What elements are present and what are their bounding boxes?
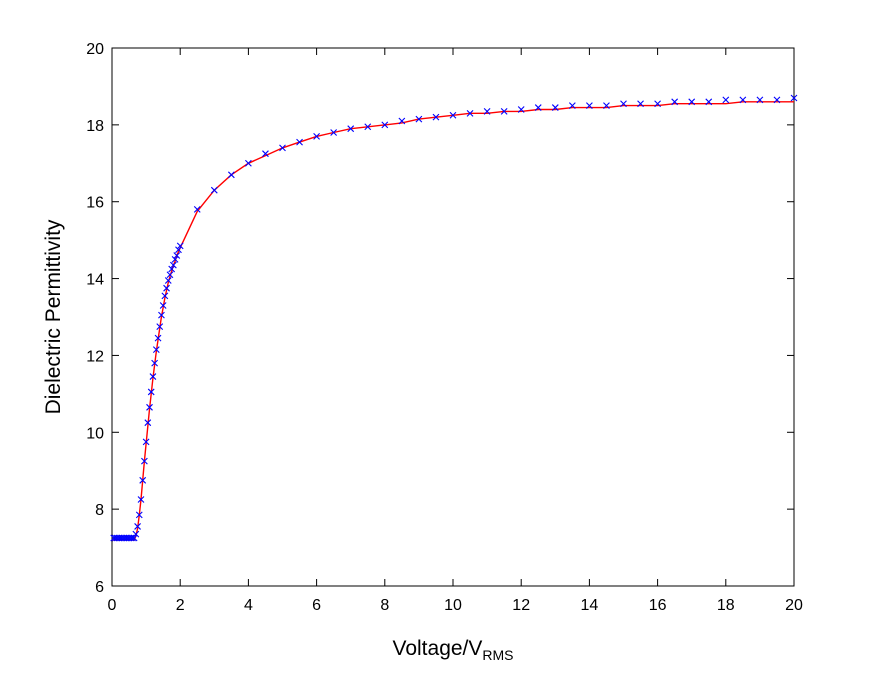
y-axis-title: Dielectric Permittivity: [42, 219, 65, 414]
x-tick-label: 14: [581, 597, 599, 614]
data-point-marker: [146, 403, 153, 411]
data-point-marker: [156, 323, 164, 330]
data-point-marker: [381, 121, 389, 129]
y-tick-label: 20: [86, 41, 104, 58]
data-point-marker: [245, 159, 252, 167]
data-point-marker: [227, 171, 235, 179]
data-point-marker: [130, 534, 138, 542]
data-point-marker: [773, 96, 781, 104]
data-point-marker: [568, 102, 576, 110]
data-point-marker: [176, 242, 184, 250]
x-tick-label: 16: [649, 597, 667, 614]
data-point-marker: [517, 106, 525, 113]
data-point-marker: [147, 388, 155, 396]
y-tick-label: 6: [95, 579, 104, 596]
data-point-marker: [296, 138, 303, 146]
data-point-marker: [551, 104, 559, 111]
data-point-marker: [415, 115, 423, 123]
y-tick-label: 10: [86, 425, 104, 442]
data-point-marker: [483, 108, 491, 115]
x-tick-label: 4: [244, 597, 253, 614]
data-point-marker: [603, 102, 610, 110]
data-point-marker: [330, 129, 338, 136]
data-point-marker: [262, 150, 269, 158]
data-point-marker: [151, 359, 159, 367]
data-point-marker: [132, 530, 140, 538]
x-tick-label: 12: [512, 597, 530, 614]
data-point-marker: [279, 144, 286, 152]
data-point-marker: [193, 206, 201, 213]
data-point-marker: [144, 419, 152, 427]
marker-group: [110, 94, 798, 542]
data-point-marker: [654, 100, 661, 108]
data-point-marker: [137, 496, 145, 503]
data-point-marker: [500, 108, 508, 115]
y-ticks: 6 8 10 12 14 16 18 20: [86, 41, 794, 596]
data-point-marker: [154, 334, 162, 342]
data-point-marker: [449, 111, 457, 119]
data-point-marker: [134, 523, 141, 530]
data-point-marker: [586, 102, 593, 110]
x-ticks: 0 2 4 6 8 10 12 14 16 18 20: [108, 48, 803, 614]
data-point-marker: [534, 104, 542, 111]
y-tick-label: 18: [86, 118, 104, 135]
data-point-marker: [347, 125, 355, 133]
data-point-marker: [139, 476, 147, 484]
x-tick-label: 6: [312, 597, 321, 614]
y-tick-label: 14: [86, 272, 104, 289]
data-point-marker: [152, 346, 160, 354]
data-point-marker: [210, 186, 218, 194]
y-tick-label: 8: [95, 502, 104, 519]
data-point-marker: [158, 311, 165, 319]
x-axis-title: Voltage/VRMS: [392, 637, 513, 663]
data-point-marker: [149, 373, 157, 380]
data-point-marker: [432, 113, 440, 121]
data-point-marker: [466, 109, 474, 117]
x-tick-label: 8: [380, 597, 389, 614]
x-tick-label: 2: [176, 597, 185, 614]
x-tick-label: 20: [785, 597, 803, 614]
data-point-marker: [168, 265, 176, 273]
plot-area: [111, 47, 795, 587]
fit-line: [112, 101, 794, 541]
data-point-marker: [142, 438, 150, 446]
data-point-marker: [141, 457, 148, 465]
data-point-marker: [173, 252, 181, 259]
fit-line-group: [112, 101, 794, 541]
x-axis-title-main: Voltage/V: [392, 637, 482, 660]
data-point-marker: [169, 261, 177, 269]
data-point-marker: [163, 284, 170, 292]
y-tick-label: 12: [86, 348, 104, 365]
data-point-marker: [159, 302, 167, 309]
data-point-marker: [161, 292, 169, 300]
x-tick-label: 18: [717, 597, 735, 614]
data-point-marker: [790, 94, 798, 102]
data-point-marker: [364, 123, 372, 131]
data-point-marker: [688, 98, 696, 106]
x-tick-label: 10: [444, 597, 462, 614]
data-point-marker: [739, 96, 747, 104]
data-point-marker: [135, 511, 143, 519]
x-tick-label: 0: [108, 597, 117, 614]
data-point-marker: [166, 271, 174, 279]
x-axis-title-subscript: RMS: [482, 647, 513, 663]
data-point-marker: [398, 117, 406, 125]
data-point-marker: [175, 246, 182, 254]
data-point-marker: [171, 255, 179, 263]
data-point-marker: [164, 277, 172, 284]
data-point-marker: [313, 132, 320, 140]
data-point-marker: [620, 100, 627, 108]
data-point-marker: [756, 96, 764, 104]
y-tick-label: 16: [86, 195, 104, 212]
data-point-marker: [722, 96, 730, 104]
data-point-marker: [637, 100, 644, 108]
data-point-marker: [705, 98, 713, 106]
data-point-marker: [671, 98, 679, 106]
